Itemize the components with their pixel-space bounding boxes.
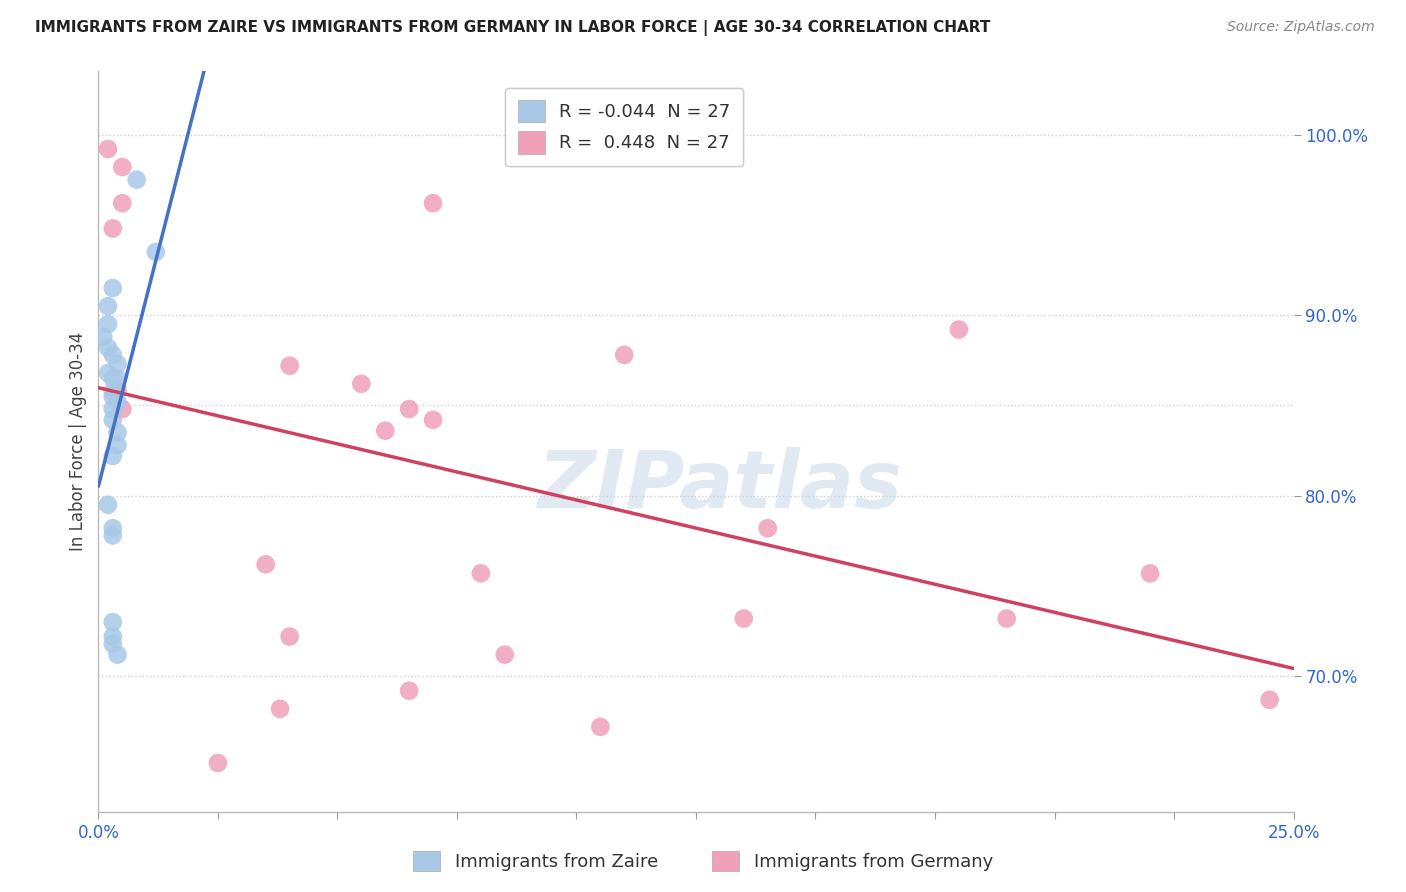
Point: [398, 683, 420, 698]
Point: [101, 615, 124, 629]
Point: [101, 528, 124, 542]
Point: [756, 521, 779, 535]
Point: [101, 630, 124, 644]
Point: [1139, 566, 1161, 581]
Point: [107, 648, 129, 662]
Point: [948, 322, 970, 336]
Point: [422, 413, 444, 427]
Legend: R = -0.044  N = 27, R =  0.448  N = 27: R = -0.044 N = 27, R = 0.448 N = 27: [505, 87, 744, 166]
Y-axis label: In Labor Force | Age 30-34: In Labor Force | Age 30-34: [69, 332, 87, 551]
Point: [470, 566, 492, 581]
Point: [350, 376, 373, 391]
Point: [589, 720, 612, 734]
Point: [422, 196, 444, 211]
Text: ZIPatlas: ZIPatlas: [537, 447, 903, 525]
Point: [398, 402, 420, 417]
Point: [733, 611, 755, 625]
Point: [101, 348, 124, 362]
Point: [91, 330, 114, 344]
Point: [97, 299, 120, 313]
Point: [111, 160, 134, 174]
Point: [101, 402, 124, 417]
Point: [101, 413, 124, 427]
Point: [111, 402, 134, 417]
Point: [97, 366, 120, 380]
Point: [254, 558, 277, 572]
Point: [1258, 692, 1281, 706]
Text: IMMIGRANTS FROM ZAIRE VS IMMIGRANTS FROM GERMANY IN LABOR FORCE | AGE 30-34 CORR: IMMIGRANTS FROM ZAIRE VS IMMIGRANTS FROM…: [35, 20, 990, 36]
Point: [97, 341, 120, 355]
Point: [995, 611, 1018, 625]
Point: [101, 389, 124, 403]
Point: [269, 702, 291, 716]
Point: [101, 449, 124, 463]
Point: [107, 394, 129, 409]
Point: [101, 281, 124, 295]
Point: [207, 756, 229, 770]
Point: [101, 384, 124, 398]
Text: Source: ZipAtlas.com: Source: ZipAtlas.com: [1227, 20, 1375, 34]
Point: [111, 196, 134, 211]
Point: [107, 371, 129, 385]
Point: [107, 384, 129, 398]
Point: [278, 630, 301, 644]
Point: [101, 371, 124, 385]
Point: [97, 142, 120, 156]
Point: [97, 498, 120, 512]
Point: [125, 172, 148, 186]
Point: [613, 348, 636, 362]
Point: [145, 244, 167, 259]
Point: [107, 357, 129, 371]
Point: [101, 637, 124, 651]
Legend: Immigrants from Zaire, Immigrants from Germany: Immigrants from Zaire, Immigrants from G…: [406, 844, 1000, 879]
Point: [107, 425, 129, 440]
Point: [101, 221, 124, 235]
Point: [278, 359, 301, 373]
Point: [101, 521, 124, 535]
Point: [107, 438, 129, 452]
Point: [97, 317, 120, 331]
Point: [374, 424, 396, 438]
Point: [494, 648, 516, 662]
